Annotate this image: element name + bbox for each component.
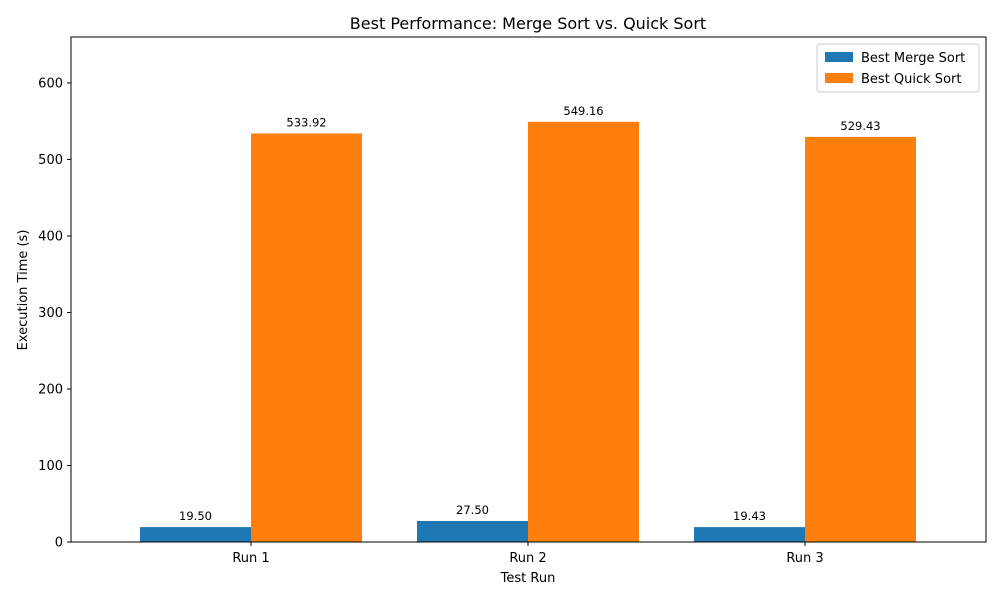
legend-frame [816,43,980,93]
y-tick-label: 500 [38,153,63,168]
x-axis-label: Test Run [500,571,556,586]
bar-merge-sort-3 [694,527,805,542]
legend: Best Merge Sort Best Quick Sort [816,43,980,93]
y-tick-label: 100 [38,459,63,474]
x-tick-label: Run 3 [786,551,823,566]
y-axis-label: Execution Time (s) [16,230,31,351]
y-tick-label: 600 [38,76,63,91]
bar-quick-sort-3 [805,136,916,543]
y-tick-label: 400 [38,229,63,244]
y-tick-label: 0 [55,536,63,551]
legend-swatch [825,52,853,62]
data-label: 549.16 [563,104,603,118]
legend-swatch [825,73,853,83]
legend-entry: Best Quick Sort [861,72,961,87]
bar-merge-sort-1 [140,527,251,542]
data-label: 19.43 [733,509,766,523]
data-label: 19.50 [179,509,212,523]
y-tick-label: 200 [38,382,63,397]
bar-quick-sort-1 [251,133,362,542]
plot-area: 19.50 27.50 19.43 533.92 549.16 529.43 0 100 200… [38,36,987,566]
x-tick-label: Run 2 [509,551,546,566]
data-label: 529.43 [840,119,880,133]
data-label: 27.50 [456,503,489,517]
x-tick-label: Run 1 [232,551,269,566]
bar-quick-sort-2 [528,121,639,543]
bar-merge-sort-2 [417,520,528,542]
y-tick-label: 300 [38,306,63,321]
legend-entry: Best Merge Sort [861,51,965,66]
data-label: 533.92 [286,115,326,129]
chart-title: Best Performance: Merge Sort vs. Quick S… [350,14,706,33]
